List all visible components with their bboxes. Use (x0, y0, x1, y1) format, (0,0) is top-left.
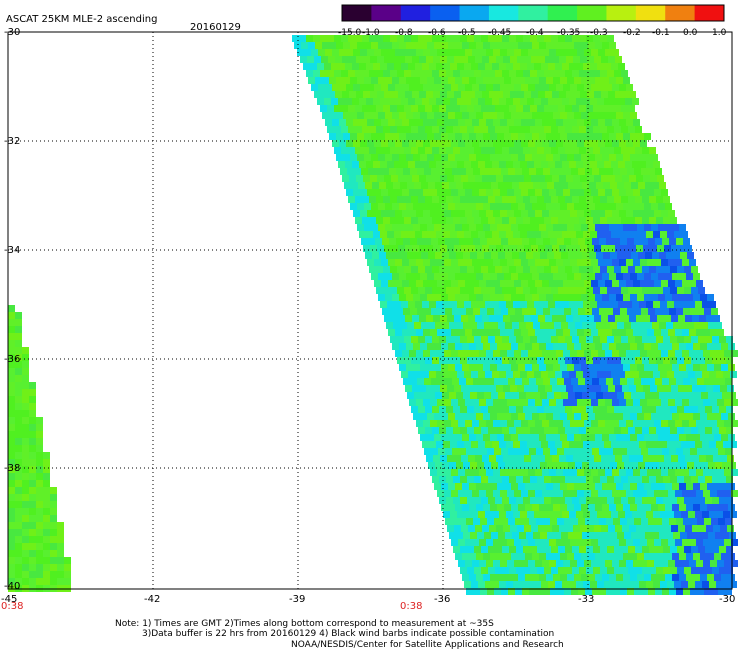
lat-label: -34 (4, 245, 20, 256)
colorbar-segment (665, 5, 696, 21)
colorbar-label: -0.5 (458, 28, 476, 38)
colorbar-segment (547, 5, 578, 21)
lon-label: -45 (1, 594, 17, 605)
colorbar-segment (430, 5, 461, 21)
note-line-1: Note: 1) Times are GMT 2)Times along bot… (115, 619, 494, 629)
time-label-left: 0:38 (1, 601, 23, 612)
time-label-center: 0:38 (400, 601, 422, 612)
colorbar-frame (341, 4, 725, 22)
latitude-labels: -30 -32 -34 -36 -38 -40 (4, 27, 20, 592)
colorbar-label: -0.4 (526, 28, 544, 38)
colorbar-segment (518, 5, 549, 21)
lat-label: -30 (4, 27, 20, 38)
map-frame (7, 31, 733, 590)
lat-label: -36 (4, 354, 20, 365)
colorbar-segment (371, 5, 402, 21)
lat-label: -32 (4, 136, 20, 147)
lat-label: -38 (4, 463, 20, 474)
lon-label: -33 (578, 594, 594, 605)
colorbar-segment (342, 5, 372, 21)
colorbar (342, 5, 725, 21)
product-title: ASCAT 25KM MLE-2 ascending (6, 14, 157, 25)
colorbar-label: -0.45 (488, 28, 511, 38)
note-line-2: 3)Data buffer is 22 hrs from 20160129 4)… (142, 629, 554, 639)
lon-label: -36 (434, 594, 450, 605)
colorbar-label: -1.0 (362, 28, 380, 38)
note-line-3: NOAA/NESDIS/Center for Satellite Applica… (291, 640, 564, 650)
graticule (8, 32, 732, 589)
colorbar-label: -15.0 (338, 28, 362, 38)
swath-data-layer (8, 35, 738, 595)
colorbar-label: -0.2 (623, 28, 641, 38)
colorbar-label: 0.0 (683, 28, 698, 38)
colorbar-labels: -15.0 -1.0 -0.8 -0.6 -0.5 -0.45 -0.4 -0.… (338, 28, 727, 38)
colorbar-segment (577, 5, 607, 21)
lon-label: -30 (719, 594, 735, 605)
longitude-labels: -45 -42 -39 -36 -33 -30 (1, 594, 735, 605)
lon-label: -39 (289, 594, 305, 605)
colorbar-label: -0.6 (428, 28, 446, 38)
colorbar-segment (459, 5, 490, 21)
colorbar-segment (400, 5, 431, 21)
colorbar-segment (635, 5, 666, 21)
lon-label: -42 (144, 594, 160, 605)
colorbar-label: -0.3 (590, 28, 608, 38)
colorbar-label: -0.1 (652, 28, 670, 38)
colorbar-segment (606, 5, 637, 21)
product-date: 20160129 (190, 22, 241, 33)
lat-label: -40 (4, 581, 20, 592)
colorbar-segment (488, 5, 519, 21)
colorbar-segment (694, 5, 725, 21)
colorbar-label: 1.0 (712, 28, 727, 38)
colorbar-label: -0.8 (395, 28, 413, 38)
colorbar-label: -0.35 (557, 28, 580, 38)
